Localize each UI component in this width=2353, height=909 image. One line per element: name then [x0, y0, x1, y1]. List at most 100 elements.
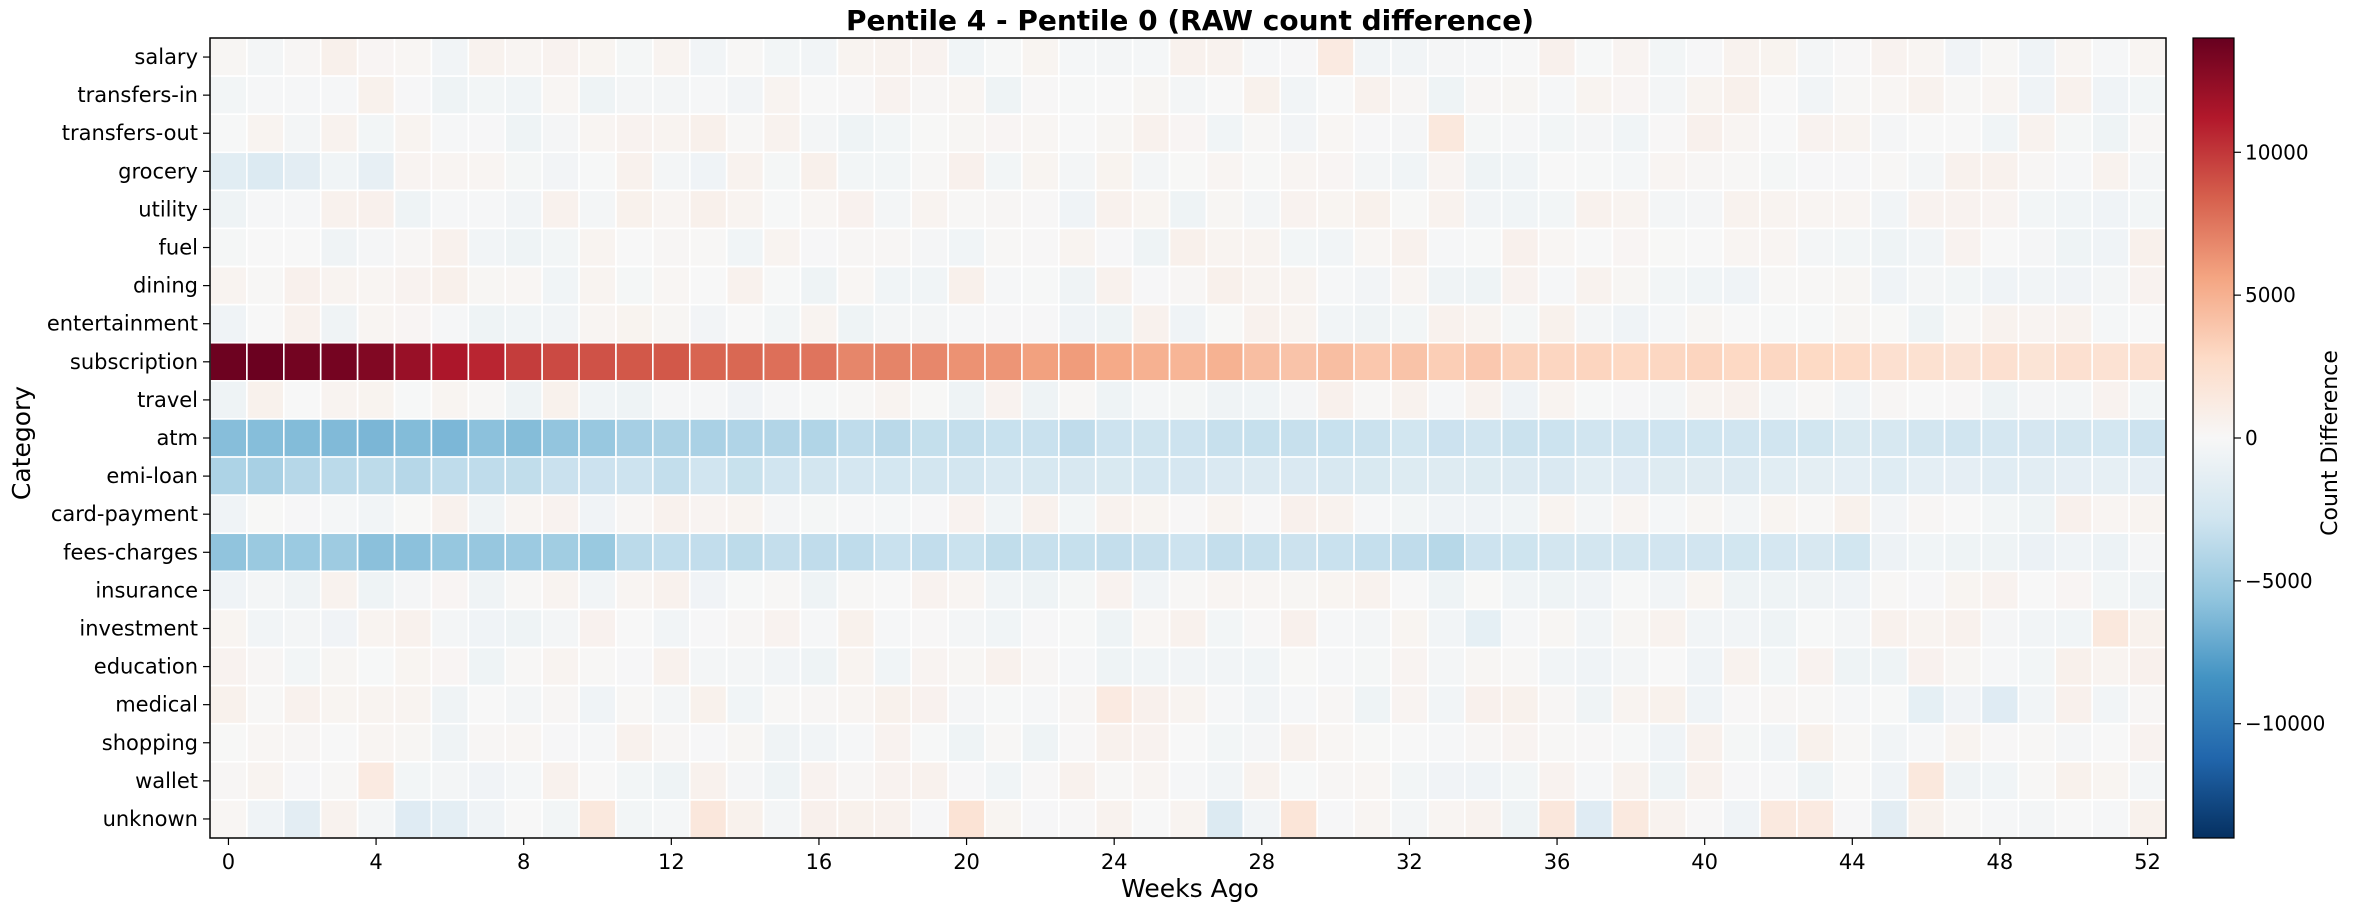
heatmap-cell — [615, 151, 654, 192]
heatmap-cell — [1648, 75, 1688, 115]
heatmap-cell — [1574, 570, 1614, 611]
heatmap-cell — [910, 151, 949, 192]
heatmap-cell — [1279, 75, 1318, 115]
heatmap-cell — [1390, 494, 1429, 535]
heatmap-cell — [1980, 456, 2020, 496]
heatmap-cell — [910, 75, 949, 115]
heatmap-cell — [615, 37, 654, 77]
heatmap-cell — [1685, 799, 1724, 839]
heatmap-cell — [578, 189, 617, 230]
heatmap-cell — [209, 494, 248, 535]
heatmap-cell — [615, 494, 654, 535]
heatmap-cell — [1537, 75, 1577, 115]
heatmap-cell — [1427, 303, 1466, 344]
heatmap-cell — [246, 189, 285, 230]
heatmap-cell — [1759, 684, 1798, 725]
heatmap-cell — [615, 227, 654, 268]
heatmap-cell — [504, 151, 543, 192]
heatmap-cell — [246, 761, 285, 801]
heatmap-cell — [1316, 722, 1355, 763]
heatmap-cell — [319, 494, 359, 535]
heatmap-cell — [1058, 646, 1097, 687]
heatmap-cell — [1980, 761, 2020, 801]
heatmap-cell — [430, 608, 470, 649]
heatmap-cell — [1427, 532, 1466, 573]
heatmap-cell — [1685, 37, 1724, 77]
heatmap-cell — [1205, 532, 1245, 573]
heatmap-cell — [1869, 227, 1909, 268]
heatmap-cell — [1685, 418, 1724, 458]
heatmap-cell — [762, 532, 802, 573]
heatmap-cell — [1353, 303, 1392, 344]
heatmap-cell — [2054, 227, 2093, 268]
heatmap-cell — [1316, 684, 1355, 725]
heatmap-cell — [1500, 151, 1540, 192]
heatmap-cell — [2054, 418, 2093, 458]
heatmap-cell — [283, 799, 322, 839]
heatmap-cell — [1574, 113, 1614, 154]
heatmap-cell — [1648, 151, 1688, 192]
heatmap-cell — [393, 189, 433, 230]
heatmap-cell — [762, 227, 802, 268]
heatmap-cell — [1648, 684, 1688, 725]
heatmap-cell — [356, 799, 396, 839]
heatmap-cell — [209, 456, 248, 496]
heatmap-cell — [2091, 570, 2130, 611]
heatmap-cell — [246, 570, 285, 611]
heatmap-cell — [1574, 418, 1614, 458]
heatmap-cell — [984, 380, 1023, 420]
heatmap-cell — [1094, 761, 1134, 801]
heatmap-cell — [2017, 456, 2057, 496]
heatmap-cell — [1463, 570, 1503, 611]
heatmap-cell — [283, 151, 322, 192]
heatmap-cell — [1980, 151, 2020, 192]
heatmap-cell — [2017, 418, 2057, 458]
y-tick-label: emi-loan — [106, 464, 198, 488]
heatmap-cell — [467, 227, 507, 268]
heatmap-cell — [1242, 37, 1282, 77]
heatmap-cell — [615, 265, 654, 306]
heatmap-cell — [1685, 532, 1724, 573]
heatmap-cell — [2091, 151, 2130, 192]
heatmap-cell — [1537, 570, 1577, 611]
heatmap-cell — [467, 456, 507, 496]
heatmap-cell — [1131, 227, 1171, 268]
heatmap-cell — [1058, 380, 1097, 420]
heatmap-cell — [1390, 799, 1429, 839]
heatmap-cell — [541, 265, 580, 306]
heatmap-cell — [1685, 722, 1724, 763]
heatmap-cell — [873, 189, 913, 230]
heatmap-cell — [1611, 303, 1651, 344]
heatmap-cell — [1279, 684, 1318, 725]
heatmap-cell — [578, 227, 617, 268]
heatmap-cell — [1021, 608, 1060, 649]
heatmap-cell — [467, 799, 507, 839]
heatmap-cell — [836, 494, 876, 535]
heatmap-cell — [836, 37, 876, 77]
heatmap-cell — [541, 722, 580, 763]
y-tick-label: grocery — [118, 159, 198, 183]
heatmap-cell — [1021, 799, 1060, 839]
heatmap-cell — [725, 265, 765, 306]
x-axis-label: Weeks Ago — [1121, 874, 1259, 903]
heatmap-cell — [836, 75, 876, 115]
y-tick-label: utility — [138, 197, 198, 221]
heatmap-cell — [725, 494, 765, 535]
heatmap-cell — [799, 646, 839, 687]
heatmap-cell — [1759, 341, 1798, 382]
heatmap-cell — [1611, 532, 1651, 573]
heatmap-cell — [1131, 113, 1171, 154]
heatmap-cell — [319, 532, 359, 573]
heatmap-cell — [1463, 799, 1503, 839]
heatmap-cell — [1759, 456, 1798, 496]
heatmap-cell — [504, 494, 543, 535]
heatmap-cell — [2091, 189, 2130, 230]
heatmap-cell — [1316, 570, 1355, 611]
heatmap-cell — [504, 303, 543, 344]
heatmap-cell — [1833, 799, 1872, 839]
heatmap-cell — [1537, 532, 1577, 573]
heatmap-cell — [910, 418, 949, 458]
heatmap-cell — [393, 799, 433, 839]
heatmap-cell — [762, 722, 802, 763]
heatmap-cell — [652, 265, 691, 306]
